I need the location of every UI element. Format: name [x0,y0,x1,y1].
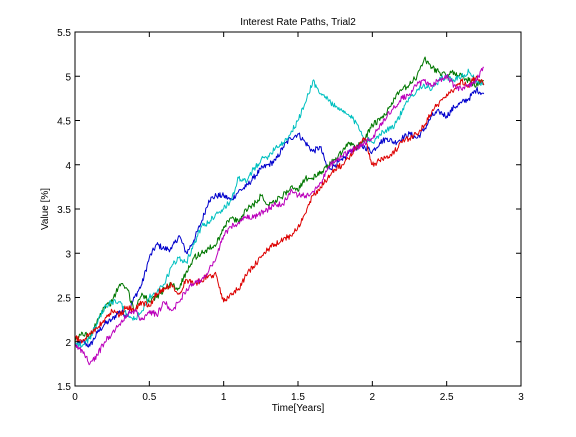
y-tick-label: 5 [65,72,71,83]
chart-title: Interest Rate Paths, Trial2 [240,17,356,28]
x-tick-label: 0.5 [142,392,156,403]
x-tick-label: 0 [72,392,78,403]
y-axis-label: Value [%] [40,188,51,230]
x-tick-label: 1 [221,392,227,403]
series-line-3 [74,68,485,348]
series-line-1 [74,86,485,348]
y-tick-label: 5.5 [57,28,71,39]
series-line-2 [74,56,484,342]
x-tick-label: 2 [370,392,376,403]
ticks-layer: 0 0.5 1 1.5 2 2.5 3 1.5 2 2.5 3 3.5 4 4.5 5 5.5 [57,28,524,403]
y-tick-label: 2.5 [57,294,71,305]
series-layer [74,56,485,366]
y-tick-label: 4 [65,161,71,172]
y-tick-label: 3 [65,249,71,260]
series-line-4 [74,75,485,344]
y-tick-label: 2 [65,338,71,349]
x-tick-label: 1.5 [291,392,305,403]
y-tick-label: 4.5 [57,117,71,128]
series-line-5 [74,66,484,366]
x-tick-label: 2.5 [440,392,454,403]
y-tick-label: 1.5 [57,382,71,393]
x-tick-label: 3 [518,392,524,403]
x-axis-label: Time[Years] [272,403,325,414]
y-tick-label: 3.5 [57,205,71,216]
